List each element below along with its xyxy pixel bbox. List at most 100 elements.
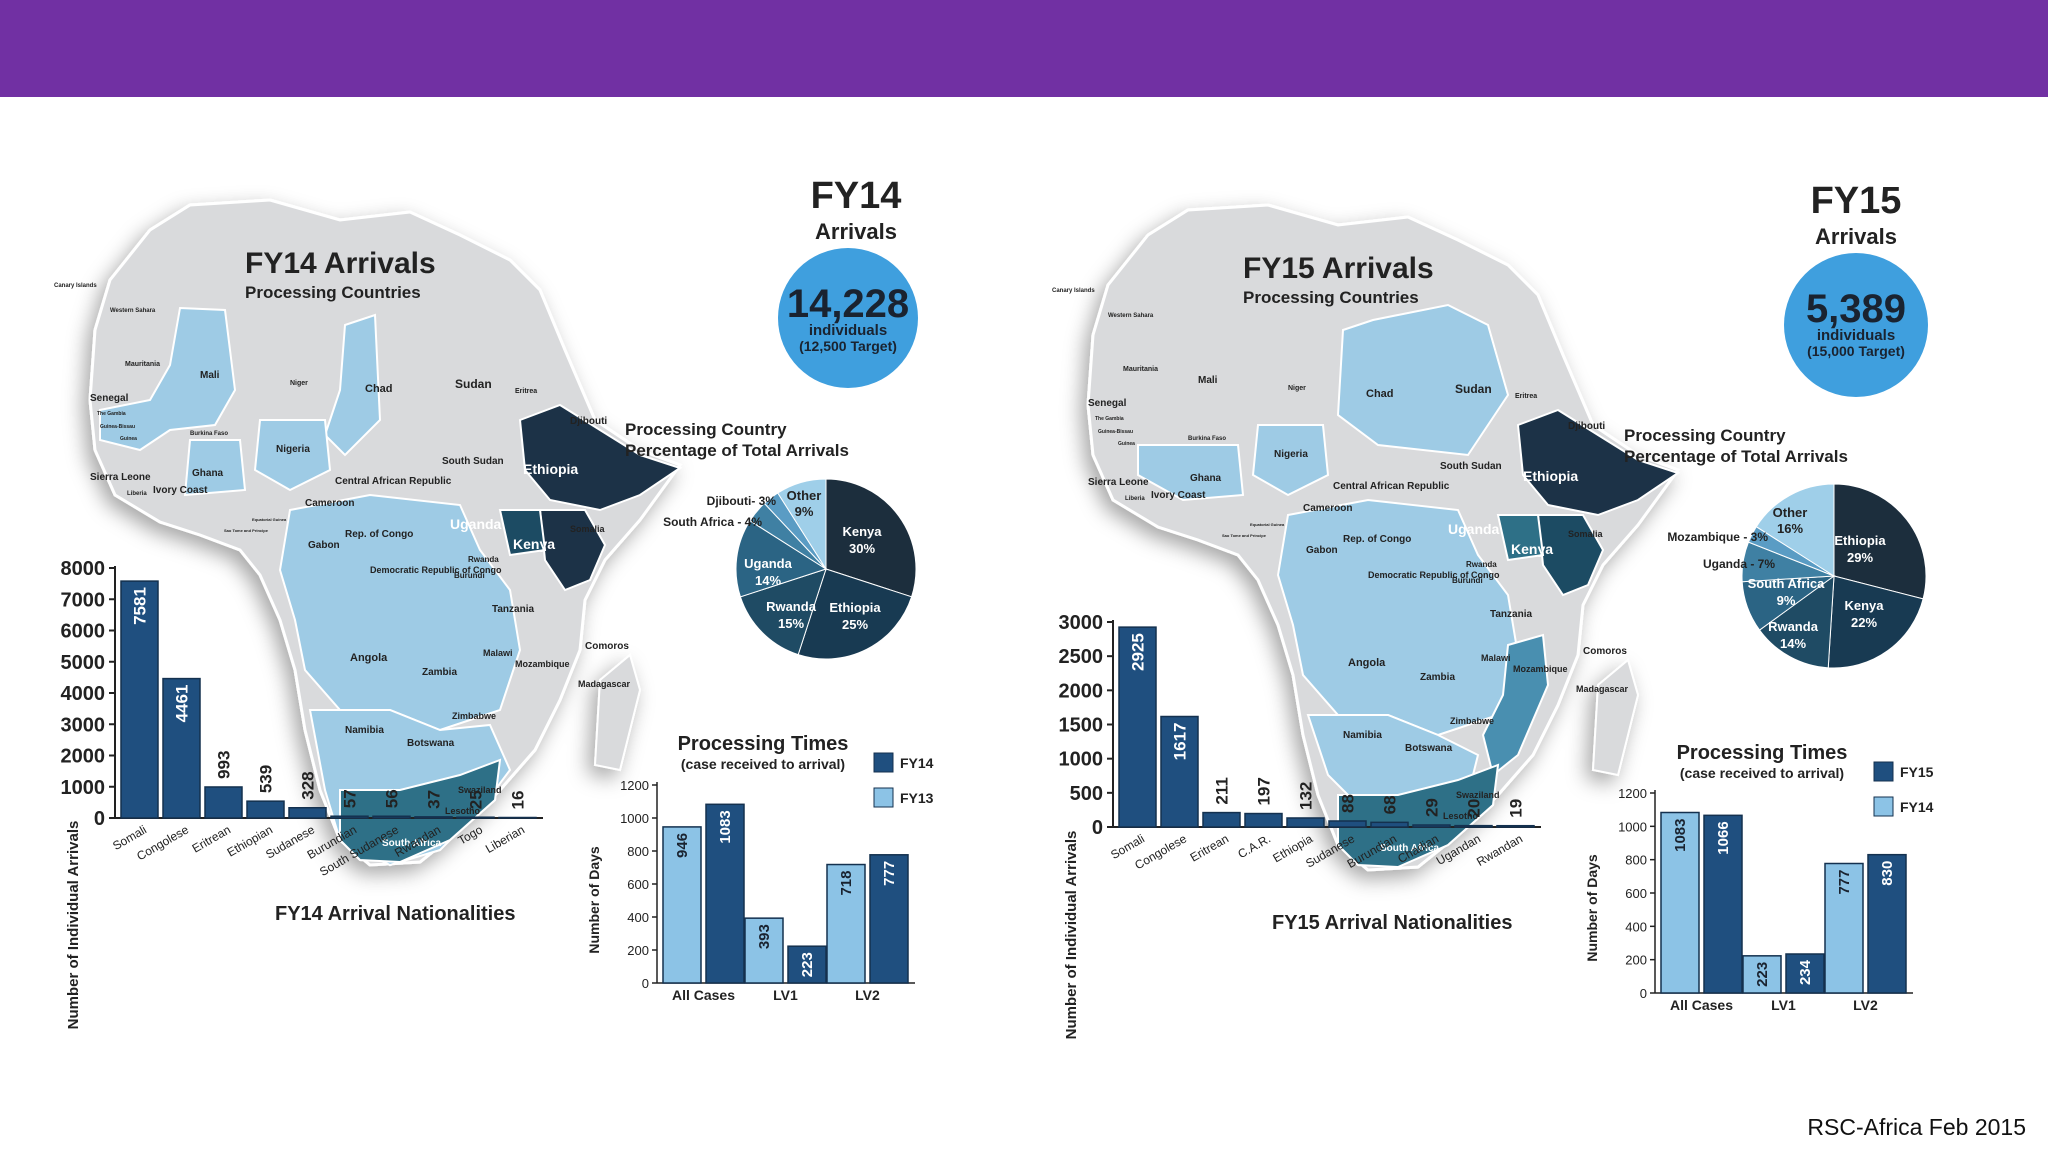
label-sierra-leone: Sierra Leone xyxy=(1088,477,1149,488)
pie-chart xyxy=(735,478,917,660)
label-eritrea: Eritrea xyxy=(515,388,537,395)
label-rwanda: Rwanda xyxy=(1466,560,1497,569)
bar-eritrean xyxy=(1202,811,1241,828)
y-tick-label: 6000 xyxy=(61,621,106,643)
label-canary: Canary Islands xyxy=(1052,288,1095,294)
label-cameroon: Cameroon xyxy=(305,498,354,509)
label-lesotho: Lesotho xyxy=(1443,811,1479,821)
bar-value-label: 539 xyxy=(257,765,276,793)
y-tick-label: 800 xyxy=(1625,853,1647,868)
label-lesotho: Lesotho xyxy=(445,806,481,816)
label-sudan: Sudan xyxy=(1455,382,1492,396)
label-burundi: Burundi xyxy=(1452,576,1483,585)
processing-west xyxy=(1137,444,1245,502)
y-tick-label: 0 xyxy=(642,976,649,991)
label-guinea: Guinea xyxy=(120,436,137,442)
map-subtitle: Processing Countries xyxy=(245,283,421,302)
fy-heading: FY14 xyxy=(811,175,902,217)
category-label: Eritrean xyxy=(1188,831,1231,864)
category-label: LV2 xyxy=(855,987,880,1003)
pie-slice-kenya xyxy=(1827,575,1924,669)
label-botswana: Botswana xyxy=(407,738,455,749)
category-label: LV2 xyxy=(1853,997,1878,1013)
label-chad: Chad xyxy=(365,383,393,395)
label-madagascar: Madagascar xyxy=(1576,684,1629,694)
bar-value-label: 197 xyxy=(1255,777,1274,805)
bar-lv2-fy14 xyxy=(1824,862,1864,994)
bar-value-label: 19 xyxy=(1507,799,1526,818)
pie-label-b: Ethiopia xyxy=(829,600,881,615)
bar-value-label: 1617 xyxy=(1171,723,1190,761)
pie-title-line1: Processing Country xyxy=(625,420,787,439)
bar-value-label: 57 xyxy=(341,789,360,808)
legend-label: FY15 xyxy=(1900,764,1934,780)
legend-label: FY14 xyxy=(1900,799,1934,815)
y-tick-label: 1000 xyxy=(61,777,106,799)
pie-label-a: Kenya xyxy=(842,524,882,539)
label-somalia: Somalia xyxy=(1568,529,1604,539)
y-tick-label: 800 xyxy=(627,844,649,859)
pie-value-c: 14% xyxy=(1780,636,1806,651)
bar-value-label: 1083 xyxy=(717,810,734,843)
bar-somali xyxy=(120,580,159,819)
fy-total: FY15 Arrivals 5,389 individuals (15,000 … xyxy=(1784,180,1928,397)
label-sao-tome: Sao Tome and Principe xyxy=(224,528,269,533)
y-tick-label: 1000 xyxy=(620,811,649,826)
processing-ghana xyxy=(183,439,247,497)
y-tick-label: 600 xyxy=(1625,886,1647,901)
bar-congolese xyxy=(1160,715,1199,828)
label-western-sahara: Western Sahara xyxy=(110,308,156,314)
processing-chad-sudan xyxy=(1336,303,1510,457)
bar-lv1-fy13 xyxy=(744,917,784,984)
bar-value-label: 7581 xyxy=(131,587,150,625)
label-eq-guinea: Equatorial Guinea xyxy=(1250,522,1285,527)
nationalities-ylabel: Number of Individual Arrivals xyxy=(1063,831,1080,1040)
y-tick-label: 3000 xyxy=(61,714,106,736)
label-ivory: Ivory Coast xyxy=(153,485,208,496)
total-individuals: individuals xyxy=(1817,327,1895,344)
category-label: All Cases xyxy=(1670,997,1733,1013)
map-subtitle: Processing Countries xyxy=(1243,288,1419,307)
bar-sudanese xyxy=(1328,820,1367,828)
y-tick-label: 200 xyxy=(627,943,649,958)
y-tick-label: 500 xyxy=(1070,783,1103,805)
label-nigeria: Nigeria xyxy=(276,444,310,455)
pie-outside-label-1: Djibouti- 3% xyxy=(707,494,777,508)
label-burundi: Burundi xyxy=(454,571,485,580)
processing-central xyxy=(1276,498,1520,737)
y-tick-label: 7000 xyxy=(61,589,106,611)
total-target: (15,000 Target) xyxy=(1807,343,1905,359)
fy15-panel: FY15 Arrivals Processing Countries Canar… xyxy=(1038,150,2038,1140)
bar-rwandan xyxy=(1496,824,1535,828)
pie-value-e: 9% xyxy=(795,504,814,519)
nationalities-ylabel: Number of Individual Arrivals xyxy=(65,821,82,1030)
label-senegal: Senegal xyxy=(1088,398,1127,409)
y-tick-label: 5000 xyxy=(61,652,106,674)
label-drc: Democratic Republic of Congo xyxy=(370,565,502,575)
header-bar xyxy=(0,0,2048,97)
label-mali: Mali xyxy=(1198,375,1218,386)
bar-value-label: 777 xyxy=(881,861,898,886)
bar-lv2-fy14 xyxy=(869,854,909,984)
africa-map xyxy=(88,198,683,867)
processing-mozambique xyxy=(1481,633,1550,777)
footer-source: RSC-Africa Feb 2015 xyxy=(1807,1114,2026,1140)
pie-value-c: 15% xyxy=(778,616,804,631)
bar-burundian xyxy=(1370,821,1409,828)
processing-ethiopia xyxy=(518,403,683,512)
pie-label-c: Rwanda xyxy=(1768,619,1819,634)
label-tanzania: Tanzania xyxy=(1490,609,1532,620)
label-car: Central African Republic xyxy=(1333,481,1450,492)
label-cameroon: Cameroon xyxy=(1303,503,1352,514)
label-somalia: Somalia xyxy=(570,524,606,534)
label-comoros: Comoros xyxy=(1583,646,1627,657)
pie-label-e: Other xyxy=(787,488,822,503)
total-individuals: individuals xyxy=(809,322,887,339)
bar-liberian xyxy=(498,816,537,819)
label-niger: Niger xyxy=(290,380,308,387)
legend-swatch xyxy=(873,787,894,808)
label-burkina: Burkina Faso xyxy=(1188,436,1226,442)
category-label: Liberian xyxy=(483,822,527,855)
y-tick-label: 3000 xyxy=(1059,612,1104,634)
label-tanzania: Tanzania xyxy=(492,604,534,615)
